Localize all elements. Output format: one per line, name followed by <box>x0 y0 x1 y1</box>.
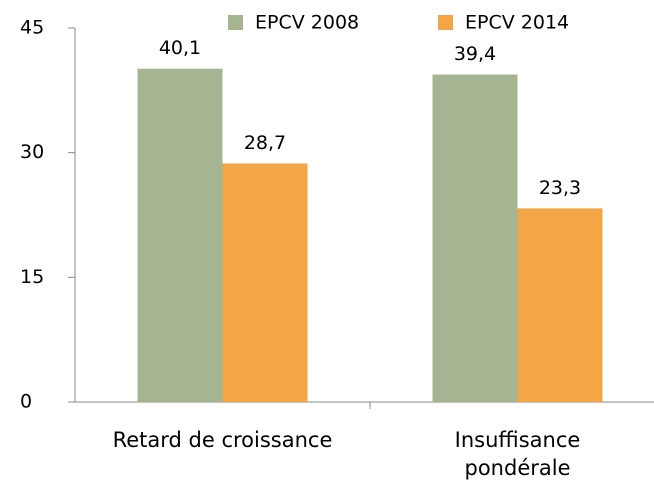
y-tick-label: 30 <box>20 141 44 163</box>
bar <box>517 208 603 402</box>
data-label: 23,3 <box>539 177 581 199</box>
x-tick-label: Insuffisance pondérale <box>454 428 581 480</box>
legend-label: EPCV 2008 <box>255 12 359 34</box>
y-tick-label: 15 <box>20 266 44 288</box>
data-label: 28,7 <box>244 132 286 154</box>
data-label: 40,1 <box>159 37 201 59</box>
y-tick-label: 45 <box>20 17 44 39</box>
legend-swatch <box>228 15 243 30</box>
legend-swatch <box>438 15 453 30</box>
bar <box>222 163 308 402</box>
x-tick-label: Retard de croissance <box>112 428 333 452</box>
legend-label: EPCV 2014 <box>465 12 569 34</box>
data-label: 39,4 <box>454 43 496 65</box>
bar <box>432 74 518 402</box>
bar <box>137 68 223 403</box>
y-tick-label: 0 <box>20 391 32 413</box>
